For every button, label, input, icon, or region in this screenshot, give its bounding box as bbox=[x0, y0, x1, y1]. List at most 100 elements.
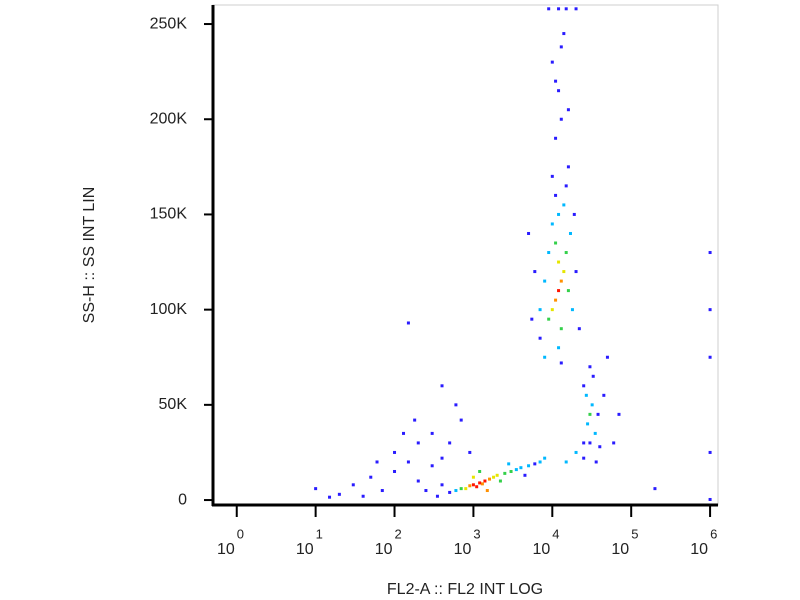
point bbox=[559, 117, 563, 121]
point bbox=[459, 487, 463, 491]
point bbox=[380, 489, 384, 493]
point bbox=[559, 279, 563, 283]
point bbox=[566, 289, 570, 293]
point bbox=[538, 308, 542, 312]
point bbox=[543, 279, 547, 283]
point bbox=[653, 487, 657, 491]
point bbox=[554, 241, 558, 245]
point bbox=[596, 412, 600, 416]
point bbox=[586, 422, 590, 426]
y-tick-label: 250K bbox=[150, 15, 188, 32]
point bbox=[416, 441, 420, 445]
x-tick-exponent: 4 bbox=[552, 526, 559, 541]
point bbox=[492, 475, 496, 479]
point bbox=[514, 468, 518, 472]
point bbox=[598, 445, 602, 449]
point bbox=[533, 462, 537, 466]
point bbox=[498, 479, 502, 483]
point bbox=[557, 260, 561, 264]
point bbox=[557, 346, 561, 350]
point bbox=[519, 466, 523, 470]
point bbox=[471, 483, 475, 487]
point bbox=[554, 193, 558, 197]
plot-frame bbox=[212, 4, 719, 506]
point bbox=[440, 456, 444, 460]
point bbox=[488, 477, 492, 481]
point bbox=[554, 136, 558, 140]
point bbox=[566, 108, 570, 112]
point bbox=[550, 174, 554, 178]
x-tick-exponent: 1 bbox=[316, 526, 323, 541]
point bbox=[440, 483, 444, 487]
x-tick-label: 10 bbox=[217, 541, 235, 558]
x-tick-exponent: 3 bbox=[473, 526, 480, 541]
point bbox=[564, 184, 568, 188]
point bbox=[557, 89, 561, 93]
point bbox=[523, 473, 527, 477]
x-tick-label: 10 bbox=[375, 541, 393, 558]
point bbox=[564, 251, 568, 255]
point bbox=[557, 289, 561, 293]
point bbox=[459, 418, 463, 422]
point bbox=[503, 471, 507, 475]
x-tick-exponent: 2 bbox=[395, 526, 402, 541]
point bbox=[375, 460, 379, 464]
point bbox=[594, 460, 598, 464]
point bbox=[495, 473, 499, 477]
point bbox=[550, 308, 554, 312]
x-tick-label: 10 bbox=[296, 541, 314, 558]
point bbox=[557, 7, 561, 11]
point bbox=[538, 336, 542, 340]
point bbox=[564, 7, 568, 11]
x-tick-exponent: 6 bbox=[710, 526, 717, 541]
point bbox=[591, 374, 595, 378]
point bbox=[588, 412, 592, 416]
y-tick-label: 100K bbox=[150, 301, 188, 318]
point bbox=[430, 464, 434, 468]
point bbox=[527, 464, 531, 468]
point bbox=[538, 460, 542, 464]
point bbox=[554, 79, 558, 83]
point bbox=[530, 317, 534, 321]
point bbox=[361, 494, 365, 498]
point bbox=[564, 460, 568, 464]
point bbox=[708, 450, 712, 454]
point bbox=[468, 484, 472, 488]
point bbox=[708, 308, 712, 312]
point bbox=[559, 45, 563, 49]
y-tick-label: 200K bbox=[150, 110, 188, 127]
point bbox=[533, 270, 537, 274]
point bbox=[547, 7, 551, 11]
point bbox=[566, 165, 570, 169]
point bbox=[337, 492, 341, 496]
point bbox=[448, 490, 452, 494]
point bbox=[574, 270, 578, 274]
point bbox=[485, 489, 489, 493]
x-tick-exponent: 5 bbox=[631, 526, 638, 541]
y-tick-label: 150K bbox=[150, 206, 188, 223]
point bbox=[588, 365, 592, 369]
point bbox=[509, 469, 513, 473]
point bbox=[435, 494, 439, 498]
point bbox=[559, 327, 563, 331]
x-axis-title: FL2-A :: FL2 INT LOG bbox=[387, 581, 543, 598]
point bbox=[562, 203, 566, 207]
point bbox=[708, 355, 712, 359]
point bbox=[543, 355, 547, 359]
point bbox=[554, 298, 558, 302]
point bbox=[588, 441, 592, 445]
x-tick-label: 10 bbox=[533, 541, 551, 558]
point bbox=[406, 321, 410, 325]
point bbox=[605, 355, 609, 359]
x-tick-label: 10 bbox=[690, 541, 708, 558]
y-tick-label: 0 bbox=[178, 491, 187, 508]
point bbox=[475, 485, 479, 489]
point bbox=[562, 32, 566, 36]
point bbox=[314, 487, 318, 491]
point bbox=[471, 475, 475, 479]
point bbox=[582, 384, 586, 388]
point bbox=[440, 384, 444, 388]
point bbox=[547, 317, 551, 321]
point bbox=[557, 212, 561, 216]
